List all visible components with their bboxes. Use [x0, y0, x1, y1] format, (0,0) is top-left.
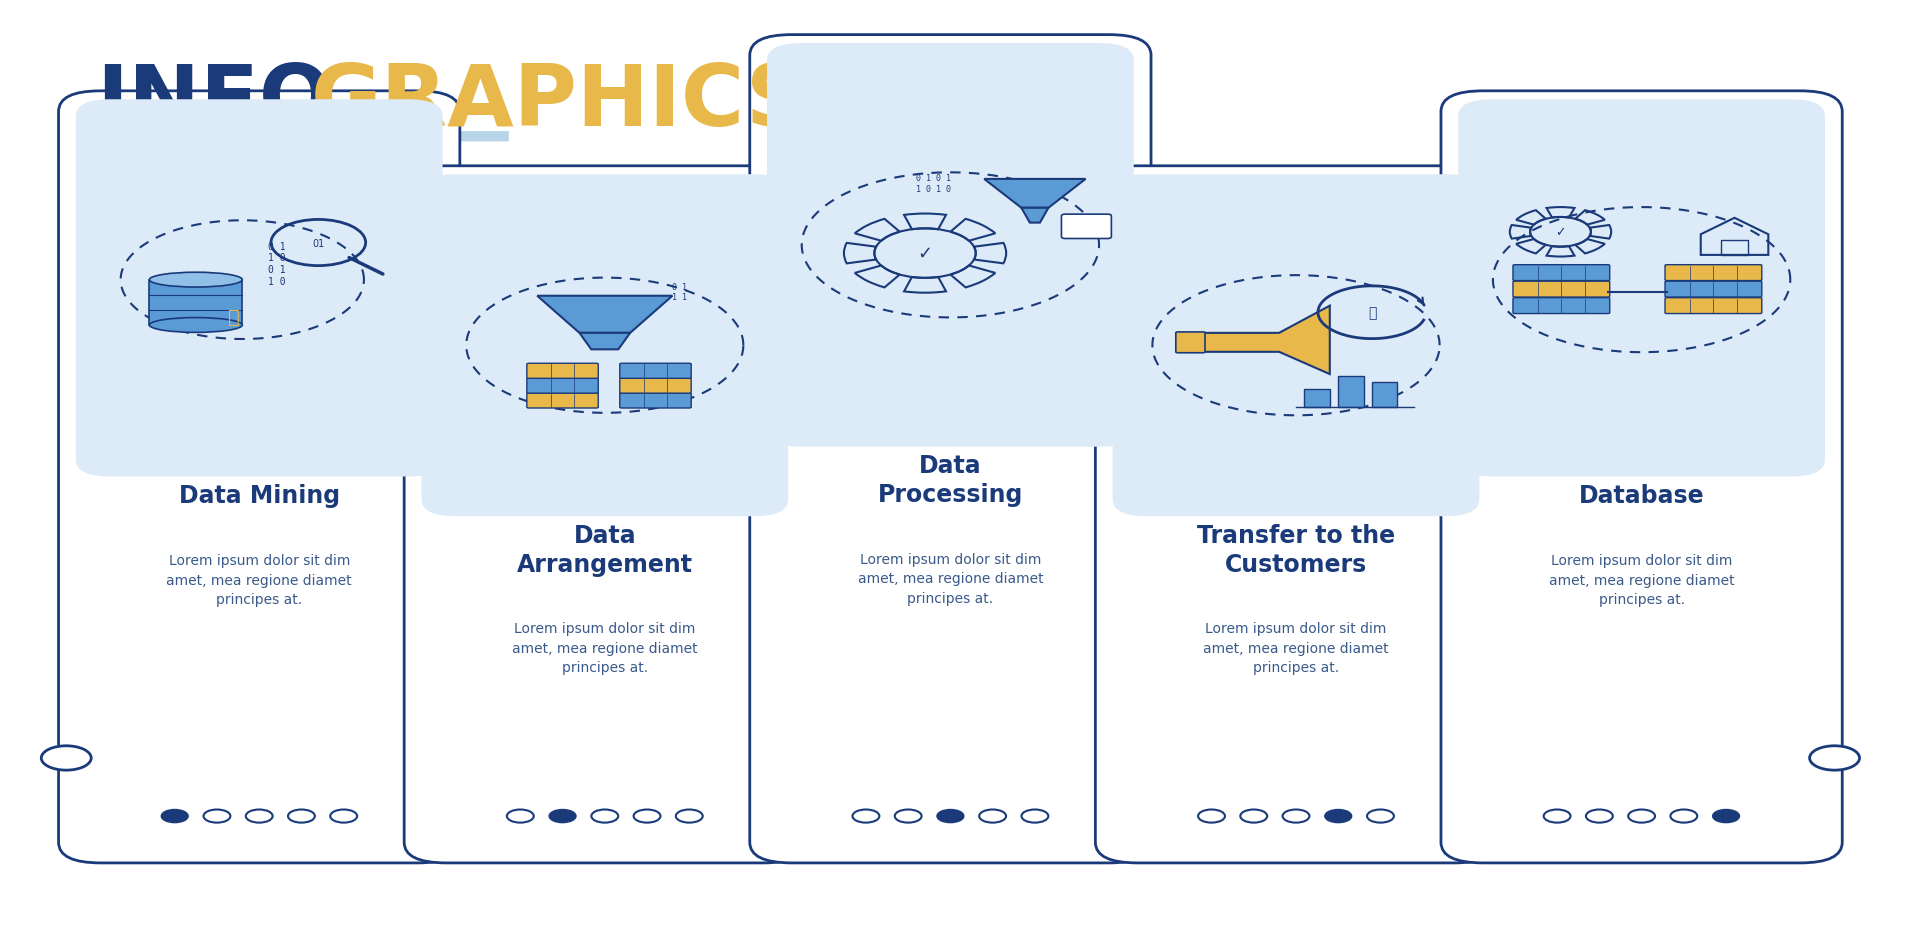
Text: ⛏: ⛏	[228, 308, 240, 327]
Polygon shape	[1021, 209, 1048, 224]
Text: Lorem ipsum dolor sit dim
amet, mea regione diamet
principes at.: Lorem ipsum dolor sit dim amet, mea regi…	[167, 554, 351, 607]
Text: INFO: INFO	[96, 61, 332, 144]
Ellipse shape	[150, 318, 242, 333]
FancyBboxPatch shape	[526, 393, 599, 409]
FancyBboxPatch shape	[60, 92, 461, 863]
FancyBboxPatch shape	[1175, 332, 1206, 354]
FancyBboxPatch shape	[96, 132, 509, 142]
FancyBboxPatch shape	[1304, 389, 1331, 408]
Ellipse shape	[150, 273, 242, 287]
Text: Data
Arrangement: Data Arrangement	[516, 523, 693, 576]
FancyBboxPatch shape	[766, 44, 1133, 447]
FancyBboxPatch shape	[526, 379, 599, 394]
FancyBboxPatch shape	[749, 36, 1150, 863]
Circle shape	[1713, 810, 1740, 823]
Text: Lorem ipsum dolor sit dim
amet, mea regione diamet
principes at.: Lorem ipsum dolor sit dim amet, mea regi…	[1549, 554, 1734, 607]
Text: Database: Database	[1578, 484, 1705, 507]
FancyBboxPatch shape	[1513, 266, 1609, 282]
Polygon shape	[580, 333, 630, 350]
Text: 0 1 0 1
1 0 1 0: 0 1 0 1 1 0 1 0	[916, 174, 950, 194]
FancyBboxPatch shape	[1665, 299, 1763, 314]
Polygon shape	[1204, 306, 1331, 374]
Text: Lorem ipsum dolor sit dim
amet, mea regione diamet
principes at.: Lorem ipsum dolor sit dim amet, mea regi…	[858, 552, 1043, 605]
Text: Data Mining: Data Mining	[179, 484, 340, 507]
Text: Lorem ipsum dolor sit dim
amet, mea regione diamet
principes at.: Lorem ipsum dolor sit dim amet, mea regi…	[513, 622, 697, 675]
FancyBboxPatch shape	[1094, 167, 1498, 863]
Circle shape	[42, 746, 92, 770]
Text: Lorem ipsum dolor sit dim
amet, mea regione diamet
principes at.: Lorem ipsum dolor sit dim amet, mea regi…	[1204, 622, 1388, 675]
FancyBboxPatch shape	[1665, 282, 1763, 298]
FancyBboxPatch shape	[620, 393, 691, 409]
Circle shape	[1325, 810, 1352, 823]
Circle shape	[937, 810, 964, 823]
FancyBboxPatch shape	[1373, 383, 1398, 408]
Circle shape	[161, 810, 188, 823]
FancyBboxPatch shape	[620, 364, 691, 379]
Polygon shape	[985, 180, 1085, 209]
FancyBboxPatch shape	[1062, 215, 1112, 240]
Text: ✓: ✓	[1555, 227, 1565, 239]
FancyBboxPatch shape	[1513, 299, 1609, 314]
Text: ✓: ✓	[918, 245, 933, 263]
FancyBboxPatch shape	[403, 167, 806, 863]
FancyBboxPatch shape	[1513, 282, 1609, 298]
FancyBboxPatch shape	[620, 379, 691, 394]
FancyBboxPatch shape	[1459, 100, 1824, 477]
Text: 0 1
1 0
0 1
1 0: 0 1 1 0 0 1 1 0	[267, 241, 286, 286]
Text: 👤: 👤	[1367, 306, 1377, 320]
FancyBboxPatch shape	[422, 175, 787, 517]
FancyBboxPatch shape	[1665, 266, 1763, 282]
Text: Transfer to the
Customers: Transfer to the Customers	[1196, 523, 1396, 576]
FancyBboxPatch shape	[1338, 376, 1363, 408]
Polygon shape	[538, 297, 672, 333]
FancyBboxPatch shape	[1440, 92, 1843, 863]
Text: 0 1
1 1: 0 1 1 1	[672, 283, 687, 302]
Polygon shape	[150, 281, 242, 326]
Text: 01: 01	[313, 239, 324, 248]
FancyBboxPatch shape	[1114, 175, 1478, 517]
Circle shape	[549, 810, 576, 823]
Text: Data
Processing: Data Processing	[877, 454, 1023, 506]
FancyBboxPatch shape	[77, 100, 442, 477]
FancyBboxPatch shape	[526, 364, 599, 379]
Circle shape	[1809, 746, 1859, 770]
Text: GRAPHICS: GRAPHICS	[311, 61, 808, 144]
